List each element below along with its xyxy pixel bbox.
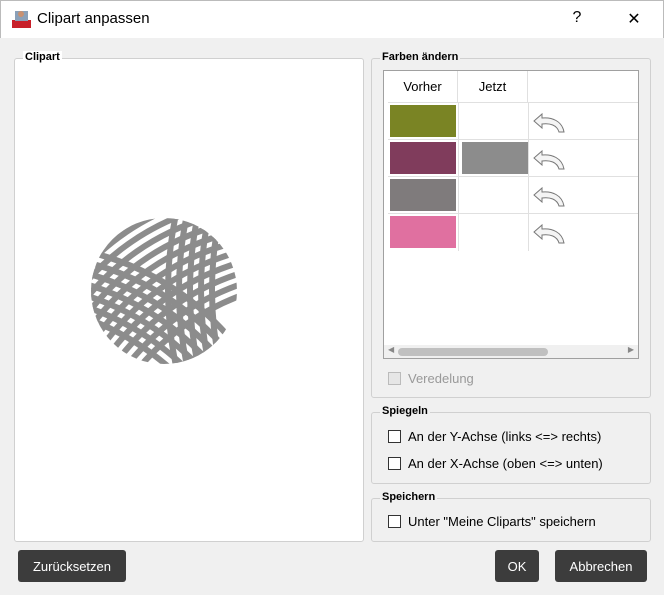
- app-icon: [12, 11, 31, 28]
- before-swatch[interactable]: [390, 216, 456, 248]
- undo-arrow-icon[interactable]: [532, 185, 566, 207]
- help-button[interactable]: ?: [572, 9, 582, 26]
- mirror-y-label: An der Y-Achse (links <=> rechts): [408, 429, 602, 444]
- checkbox-box[interactable]: [388, 372, 401, 385]
- colors-group-label: Farben ändern: [380, 51, 461, 63]
- save-checkbox[interactable]: Unter "Meine Cliparts" speichern: [388, 514, 596, 529]
- window-title: Clipart anpassen: [37, 10, 150, 27]
- color-row: [388, 176, 638, 214]
- title-bar: Clipart anpassen ? ✕: [0, 0, 664, 38]
- veredelung-checkbox[interactable]: Veredelung: [388, 371, 474, 386]
- undo-arrow-icon[interactable]: [532, 148, 566, 170]
- save-group-label: Speichern: [380, 491, 438, 503]
- checkbox-box[interactable]: [388, 515, 401, 528]
- color-row: [388, 139, 638, 177]
- after-swatch[interactable]: [462, 142, 528, 174]
- after-swatch[interactable]: [462, 216, 528, 248]
- save-label: Unter "Meine Cliparts" speichern: [408, 514, 596, 529]
- yarn-ball-image: [91, 218, 237, 364]
- mirror-x-checkbox[interactable]: An der X-Achse (oben <=> unten): [388, 456, 603, 471]
- close-button[interactable]: ✕: [627, 11, 641, 28]
- horizontal-scrollbar[interactable]: ◀ ▶: [384, 345, 638, 358]
- undo-arrow-icon[interactable]: [532, 222, 566, 244]
- scrollbar-thumb[interactable]: [398, 348, 548, 356]
- mirror-y-checkbox[interactable]: An der Y-Achse (links <=> rechts): [388, 429, 601, 444]
- color-row: [388, 213, 638, 251]
- mirror-group-label: Spiegeln: [380, 405, 430, 417]
- mirror-x-label: An der X-Achse (oben <=> unten): [408, 456, 603, 471]
- save-group: Speichern: [371, 491, 651, 542]
- clipart-group-label: Clipart: [23, 51, 62, 63]
- before-swatch[interactable]: [390, 179, 456, 211]
- ok-button[interactable]: OK: [495, 550, 539, 582]
- header-before: Vorher: [388, 71, 458, 102]
- cancel-button[interactable]: Abbrechen: [555, 550, 647, 582]
- mirror-group: Spiegeln: [371, 405, 651, 484]
- undo-arrow-icon[interactable]: [532, 111, 566, 133]
- color-table: Vorher Jetzt ◀ ▶: [383, 70, 639, 359]
- checkbox-box[interactable]: [388, 457, 401, 470]
- clipart-group: Clipart: [14, 51, 364, 542]
- reset-button[interactable]: Zurücksetzen: [18, 550, 126, 582]
- before-swatch[interactable]: [390, 142, 456, 174]
- after-swatch[interactable]: [462, 105, 528, 137]
- veredelung-label: Veredelung: [408, 371, 474, 386]
- color-row: [388, 102, 638, 140]
- checkbox-box[interactable]: [388, 430, 401, 443]
- colors-group: Farben ändern: [371, 51, 651, 398]
- after-swatch[interactable]: [462, 179, 528, 211]
- before-swatch[interactable]: [390, 105, 456, 137]
- header-now: Jetzt: [458, 71, 528, 102]
